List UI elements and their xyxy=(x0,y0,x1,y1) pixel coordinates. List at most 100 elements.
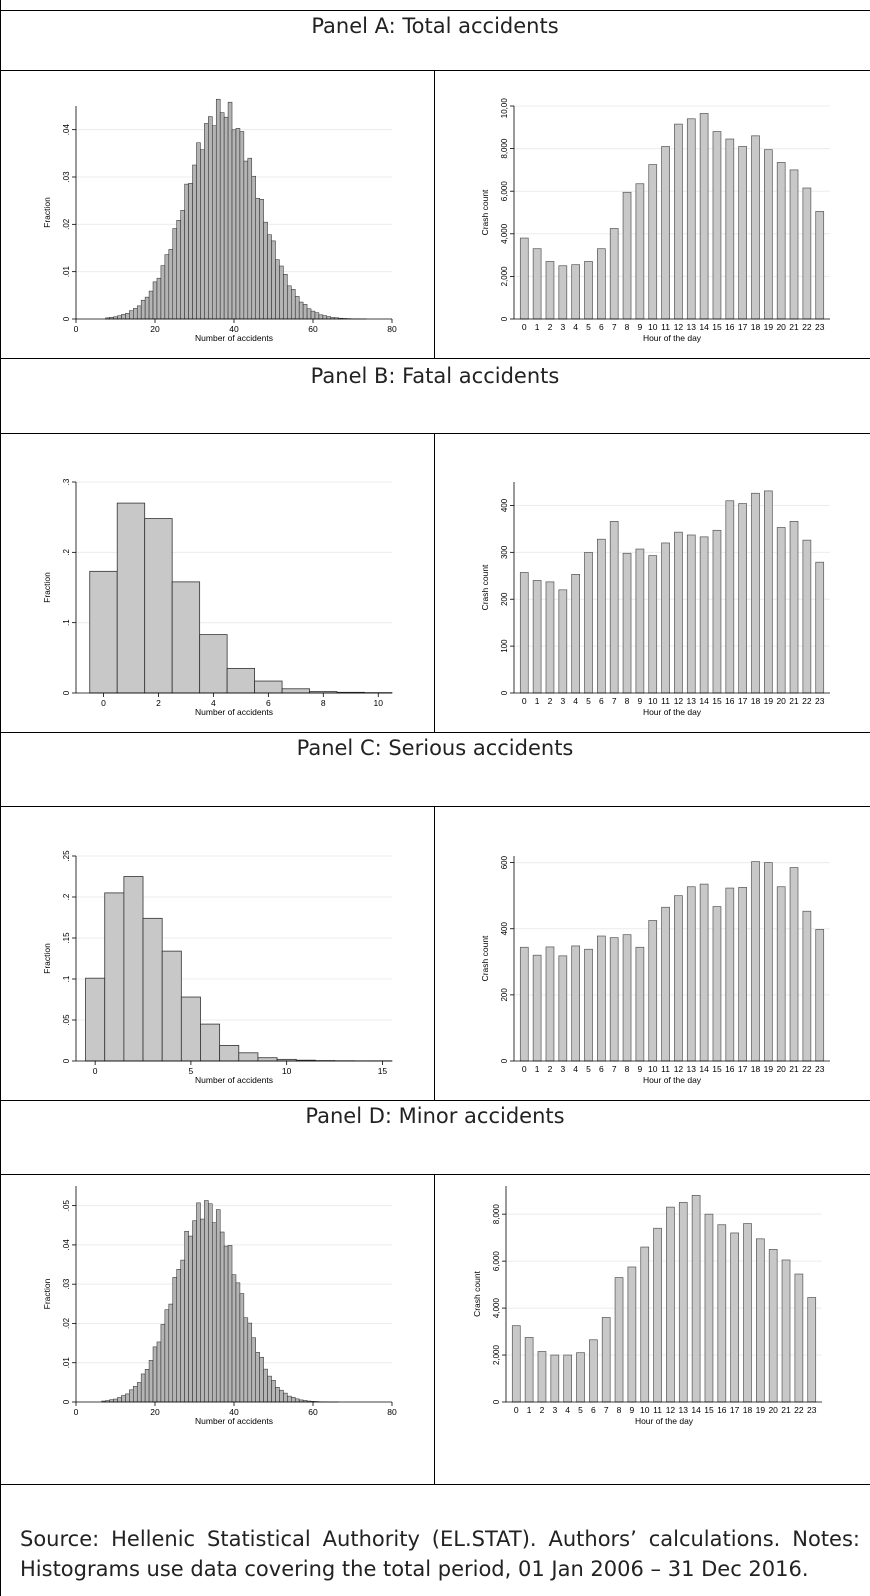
y-axis-label: Fraction xyxy=(42,943,52,974)
y-tick-label: 400 xyxy=(500,922,509,936)
y-tick-label: 0 xyxy=(492,1399,501,1404)
bar xyxy=(306,308,312,320)
bar xyxy=(622,552,632,694)
bar xyxy=(204,123,209,320)
bar xyxy=(712,131,722,320)
bar xyxy=(275,259,280,320)
y-tick-label: 0 xyxy=(62,1058,71,1063)
x-tick-label: 16 xyxy=(725,1064,735,1074)
bar xyxy=(152,281,158,320)
bar xyxy=(699,536,709,694)
panel-title: Panel D: Minor accidents xyxy=(305,1104,565,1128)
bar xyxy=(712,529,722,694)
x-tick-label: 18 xyxy=(743,1405,753,1415)
bar xyxy=(635,548,645,694)
bar xyxy=(511,1325,521,1403)
bar xyxy=(674,123,683,320)
bar xyxy=(200,149,205,320)
x-tick-label: 17 xyxy=(738,322,748,332)
x-tick-label: 6 xyxy=(599,1064,604,1074)
x-tick-label: 2 xyxy=(548,322,553,332)
table-border xyxy=(0,732,870,733)
bar xyxy=(152,1346,158,1403)
x-tick-label: 4 xyxy=(573,322,578,332)
bar xyxy=(640,1246,650,1403)
bar xyxy=(142,917,163,1062)
chart-svg: 0 .01 .02 .03 .04 0 20 40 60 80 Number of accident… xyxy=(42,98,397,343)
bar xyxy=(283,274,288,320)
bar xyxy=(571,264,580,320)
x-tick-label: 3 xyxy=(560,322,565,332)
bar xyxy=(180,996,201,1062)
x-tick-label: 5 xyxy=(586,1064,591,1074)
y-tick-label: 4,000 xyxy=(500,223,509,244)
panel-title: Panel B: Fatal accidents xyxy=(310,364,560,388)
hourly-chart-minor: 0 2,000 4,000 6,000 8,000 0 1 2 3 4 5 6 7 8 9 10 11 12 13 1… xyxy=(470,1178,830,1436)
bar xyxy=(743,1223,752,1403)
hourly-chart-serious: 0 200 400 600 0 1 2 3 4 5 6 7 8 9 10 11 12 13 14 15 16 17 18 19… xyxy=(478,848,838,1095)
x-tick-label: 1 xyxy=(535,696,540,706)
bar xyxy=(635,946,645,1062)
x-tick-label: 13 xyxy=(687,322,697,332)
bar xyxy=(125,1393,130,1403)
bar xyxy=(794,1273,804,1403)
y-axis-label: Crash count xyxy=(480,935,490,981)
bar xyxy=(627,1266,637,1403)
bar xyxy=(524,1337,534,1403)
bar xyxy=(725,138,735,320)
bar xyxy=(730,1232,739,1403)
bar xyxy=(125,313,130,320)
bar xyxy=(168,1303,174,1403)
x-tick-label: 1 xyxy=(535,1064,540,1074)
bar xyxy=(140,1373,146,1403)
bar xyxy=(751,861,760,1062)
table-column-divider xyxy=(434,433,435,732)
bar xyxy=(318,314,324,320)
bar xyxy=(653,1227,662,1403)
y-tick-label: .04 xyxy=(62,124,71,136)
table-column-divider xyxy=(434,70,435,358)
bar xyxy=(263,221,268,320)
x-tick-label: 20 xyxy=(776,696,786,706)
x-tick-label: 17 xyxy=(738,696,748,706)
x-tick-label: 15 xyxy=(704,1405,714,1415)
bar xyxy=(156,277,162,320)
y-tick-label: 0 xyxy=(500,1058,509,1063)
histogram-chart-fatal: 0 .1 .2 .3 0 2 4 6 8 10 Number of accidents Fractio… xyxy=(40,474,400,727)
bar xyxy=(712,906,722,1062)
y-tick-label: .15 xyxy=(62,932,71,944)
bar xyxy=(648,920,658,1062)
bar xyxy=(140,299,146,320)
x-tick-label: 17 xyxy=(738,1064,748,1074)
x-tick-label: 4 xyxy=(573,696,578,706)
bar xyxy=(283,1392,288,1403)
x-tick-label: 13 xyxy=(687,696,697,706)
bar xyxy=(219,1231,225,1403)
bar xyxy=(200,1218,205,1403)
bar xyxy=(322,315,328,320)
x-tick-label: 14 xyxy=(699,696,709,706)
bar xyxy=(674,895,683,1062)
x-tick-label: 3 xyxy=(560,696,565,706)
bar xyxy=(227,1245,233,1403)
x-axis-label: Number of accidents xyxy=(195,333,273,343)
bar xyxy=(156,1341,162,1403)
bar xyxy=(160,1324,166,1403)
bar xyxy=(563,1354,572,1403)
bar xyxy=(263,1368,268,1403)
bar xyxy=(725,887,735,1062)
bar xyxy=(144,518,173,694)
y-tick-label: 200 xyxy=(500,592,509,606)
bar xyxy=(661,542,670,694)
x-tick-label: 18 xyxy=(751,1064,761,1074)
x-tick-label: 10 xyxy=(374,698,384,708)
bar xyxy=(164,254,170,320)
x-tick-label: 0 xyxy=(101,698,106,708)
y-tick-label: .1 xyxy=(62,619,71,626)
x-tick-label: 60 xyxy=(308,324,318,334)
hourly-chart-fatal: 0 100 200 300 400 0 1 2 3 4 5 6 7 8 9 10 11 12 13 14 15 16 17 1… xyxy=(478,474,838,727)
bar xyxy=(764,862,773,1062)
bar xyxy=(239,131,245,320)
bar xyxy=(558,265,568,320)
bar xyxy=(231,129,237,320)
